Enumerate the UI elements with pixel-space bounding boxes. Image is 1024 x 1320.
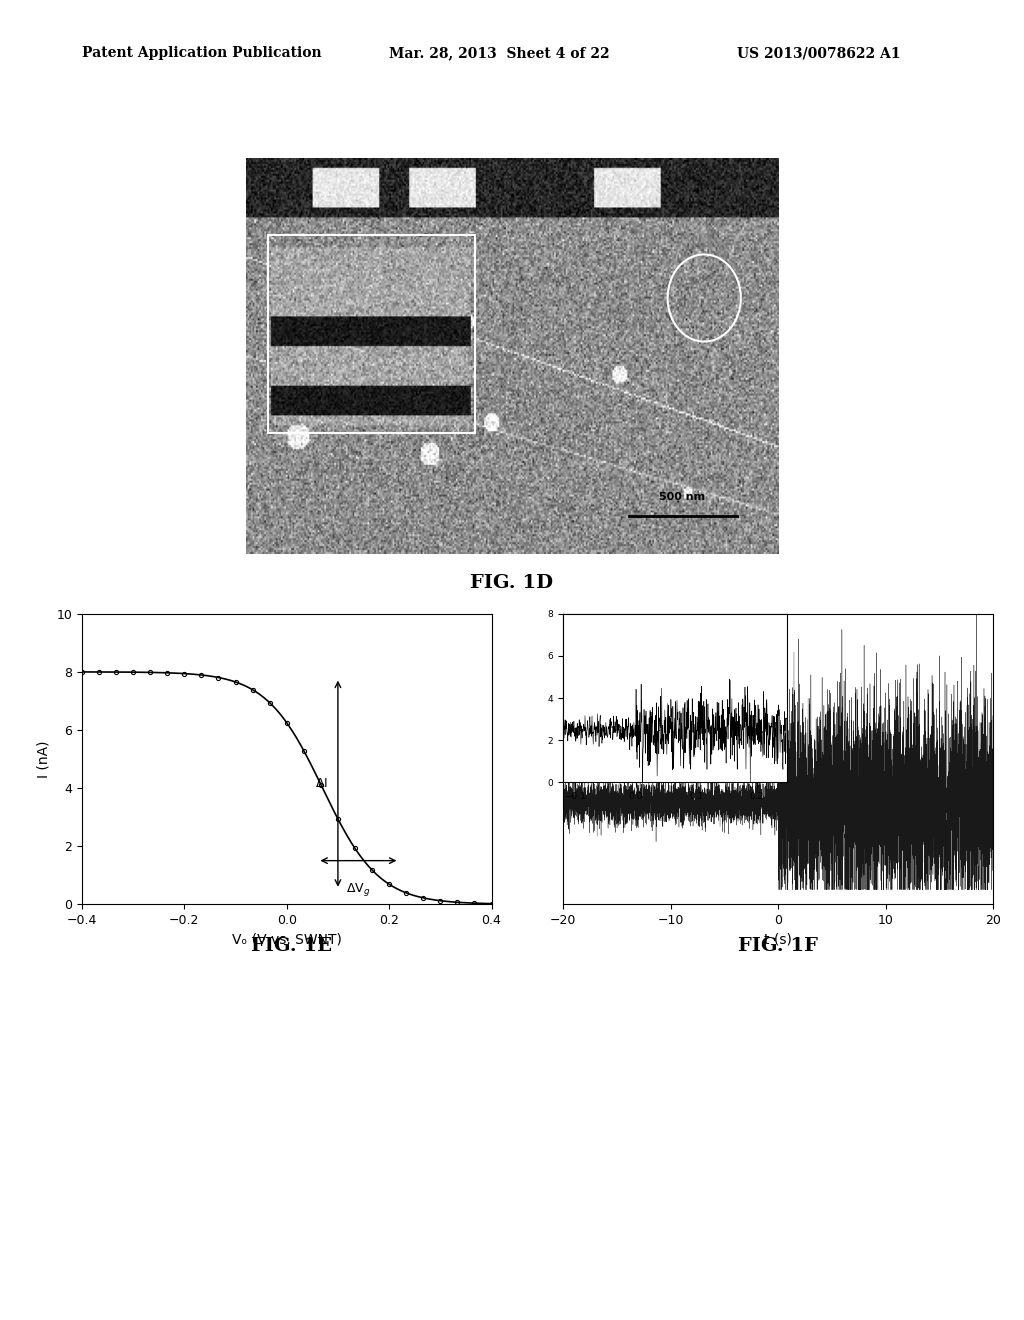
Bar bbox=[268, 235, 474, 433]
X-axis label: Vₒ (V vs. SWNT): Vₒ (V vs. SWNT) bbox=[231, 932, 342, 946]
Text: $\Delta$I: $\Delta$I bbox=[314, 777, 328, 791]
Text: 500 nm: 500 nm bbox=[659, 492, 706, 502]
Text: Mar. 28, 2013  Sheet 4 of 22: Mar. 28, 2013 Sheet 4 of 22 bbox=[389, 46, 609, 61]
Y-axis label: I (nA): I (nA) bbox=[37, 741, 51, 777]
Text: FIG. 1F: FIG. 1F bbox=[738, 937, 818, 956]
Text: FIG. 1D: FIG. 1D bbox=[470, 574, 554, 593]
Text: Patent Application Publication: Patent Application Publication bbox=[82, 46, 322, 61]
Text: FIG. 1E: FIG. 1E bbox=[251, 937, 333, 956]
Text: $\Delta$V$_g$: $\Delta$V$_g$ bbox=[346, 880, 371, 898]
X-axis label: t (s): t (s) bbox=[764, 932, 793, 946]
Text: US 2013/0078622 A1: US 2013/0078622 A1 bbox=[737, 46, 901, 61]
